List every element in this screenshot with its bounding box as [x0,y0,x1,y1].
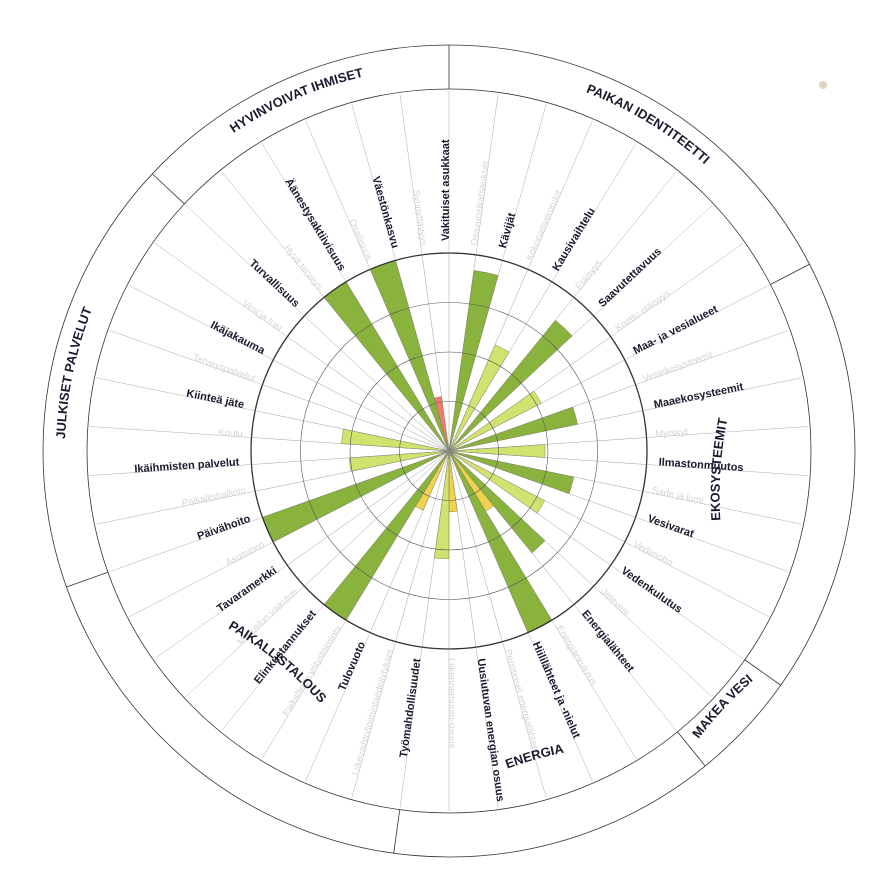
svg-text:Myrskyt: Myrskyt [655,427,689,440]
svg-text:Liikennemuoto-osuus: Liikennemuoto-osuus [446,658,457,749]
svg-text:Koulu: Koulu [218,427,243,440]
svg-text:Vakituiset asukkaat: Vakituiset asukkaat [440,139,452,241]
